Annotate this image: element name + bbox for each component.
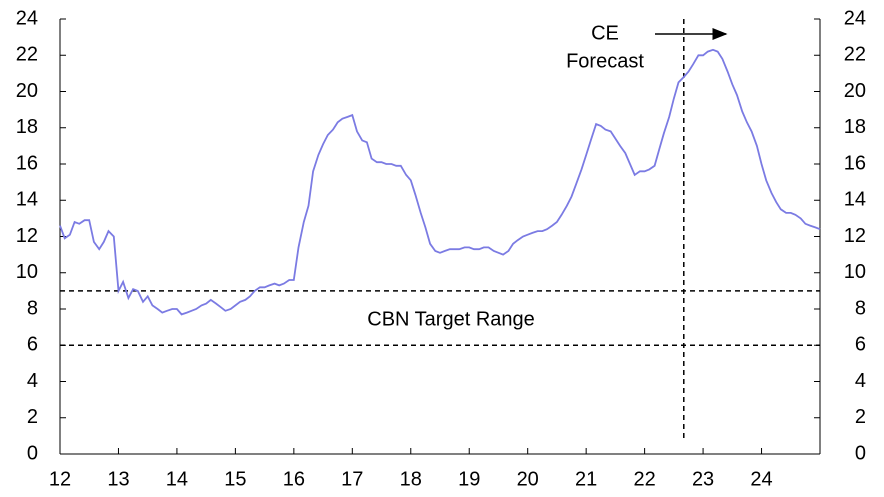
annotation: Forecast	[566, 50, 644, 72]
y2-tick-label: 6	[855, 334, 866, 356]
y2-tick-label: 10	[844, 261, 866, 283]
y2-tick-label: 2	[855, 406, 866, 428]
annotation: CBN Target Range	[367, 308, 535, 330]
y2-tick-label: 20	[844, 80, 866, 102]
y-tick-label: 2	[27, 406, 38, 428]
data-line	[59, 48, 821, 316]
x-tick-label: 19	[458, 468, 480, 490]
y-tick-label: 4	[27, 370, 38, 392]
y2-tick-label: 18	[844, 116, 866, 138]
x-tick-label: 24	[750, 468, 772, 490]
y-tick-label: 20	[16, 80, 38, 102]
annotation: CE	[591, 22, 619, 44]
y-tick-label: 14	[16, 189, 38, 211]
y-tick-label: 6	[27, 334, 38, 356]
x-tick-label: 22	[633, 468, 655, 490]
x-tick-label: 13	[107, 468, 129, 490]
y2-tick-label: 0	[855, 442, 866, 464]
x-tick-label: 17	[341, 468, 363, 490]
y-tick-label: 18	[16, 116, 38, 138]
y-tick-label: 12	[16, 225, 38, 247]
x-tick-label: 14	[166, 468, 188, 490]
y2-tick-label: 14	[844, 189, 866, 211]
y2-tick-label: 12	[844, 225, 866, 247]
x-tick-label: 21	[575, 468, 597, 490]
y-tick-label: 22	[16, 44, 38, 66]
y-tick-label: 24	[16, 7, 38, 29]
y-tick-label: 16	[16, 152, 38, 174]
y-tick-label: 0	[27, 442, 38, 464]
y2-tick-label: 8	[855, 297, 866, 319]
y-tick-label: 10	[16, 261, 38, 283]
x-tick-label: 18	[400, 468, 422, 490]
y-tick-label: 8	[27, 297, 38, 319]
x-tick-label: 16	[283, 468, 305, 490]
y2-tick-label: 4	[855, 370, 866, 392]
y2-tick-label: 16	[844, 152, 866, 174]
x-tick-label: 20	[517, 468, 539, 490]
x-tick-label: 12	[49, 468, 71, 490]
x-tick-label: 23	[692, 468, 714, 490]
y2-tick-label: 22	[844, 44, 866, 66]
x-tick-label: 15	[224, 468, 246, 490]
y2-tick-label: 24	[844, 7, 866, 29]
